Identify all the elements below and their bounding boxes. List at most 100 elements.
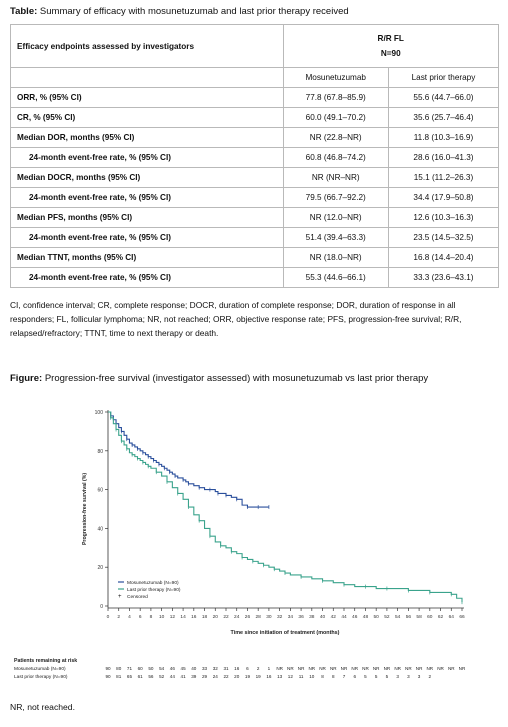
series-line-last-prior	[108, 411, 463, 603]
x-tick-label: 52	[384, 614, 390, 620]
x-tick-label: 14	[180, 614, 186, 620]
risk-value: 44	[170, 674, 176, 679]
risk-value: 61	[138, 674, 144, 679]
x-tick-label: 22	[223, 614, 229, 620]
header-n: N=90	[380, 49, 401, 58]
x-tick-label: 54	[395, 614, 401, 620]
risk-value: NR	[319, 666, 326, 671]
row-value-last-prior: 34.4 (17.9–50.8)	[387, 187, 500, 208]
risk-value: 6	[246, 666, 249, 671]
x-tick-label: 66	[459, 614, 465, 620]
legend-label: Censored	[127, 594, 148, 600]
risk-value: 32	[213, 666, 219, 671]
x-tick-label: 16	[191, 614, 197, 620]
risk-value: 5	[364, 674, 367, 679]
risk-value: 56	[148, 674, 154, 679]
x-tick-label: 40	[320, 614, 326, 620]
risk-value: 19	[256, 674, 262, 679]
risk-value: 3	[407, 674, 410, 679]
risk-value: 5	[375, 674, 378, 679]
x-axis-label: Time since initiation of treatment (mont…	[231, 630, 340, 636]
risk-value: NR	[276, 666, 283, 671]
risk-value: 8	[332, 674, 335, 679]
risk-value: NR	[459, 666, 466, 671]
figure-title: Figure: Progression-free survival (inves…	[10, 373, 429, 384]
table-row: Median DOCR, months (95% CI) NR (NR–NR) 15…	[10, 167, 500, 188]
x-tick-label: 18	[202, 614, 208, 620]
x-tick-label: 0	[107, 614, 110, 620]
x-tick-label: 24	[234, 614, 240, 620]
risk-value: 90	[105, 666, 111, 671]
risk-value: 81	[116, 674, 122, 679]
x-tick-label: 42	[331, 614, 337, 620]
risk-value: NR	[287, 666, 294, 671]
x-tick-label: 62	[438, 614, 444, 620]
risk-value: 90	[105, 674, 111, 679]
risk-value: 45	[181, 666, 187, 671]
table-title: Table: Summary of efficacy with mosunetu…	[10, 6, 349, 17]
x-tick-label: 26	[245, 614, 251, 620]
risk-value: 2	[429, 674, 432, 679]
risk-value: 46	[170, 666, 176, 671]
x-tick-label: 12	[170, 614, 176, 620]
abbreviations: CI, confidence interval; CR, complete re…	[10, 300, 462, 338]
risk-value: 6	[353, 674, 356, 679]
y-tick-label: 80	[97, 449, 103, 455]
risk-value: 80	[116, 666, 122, 671]
risk-value: 54	[159, 666, 165, 671]
risk-value: 8	[321, 674, 324, 679]
row-value-mosunetuzumab: 55.3 (44.6–66.1)	[282, 267, 389, 288]
footnote: NR, not reached.	[10, 702, 75, 712]
x-tick-label: 44	[341, 614, 347, 620]
risk-value: 24	[213, 674, 219, 679]
x-tick-label: 50	[374, 614, 380, 620]
row-value-last-prior: 33.3 (23.6–43.1)	[387, 267, 500, 288]
header-group: R/R FL N=90	[282, 24, 499, 68]
risk-value: 50	[148, 666, 154, 671]
risk-value: NR	[298, 666, 305, 671]
table-row: 24-month event-free rate, % (95% CI) 79.5…	[10, 187, 500, 208]
risk-row-label: Mosunetuzumab (N=90)	[14, 666, 66, 672]
risk-value: 39	[191, 674, 197, 679]
x-tick-label: 48	[363, 614, 369, 620]
table-row: 24-month event-free rate, % (95% CI) 60.8…	[10, 147, 500, 168]
legend-label: Last prior therapy (N=90)	[127, 587, 181, 593]
x-tick-label: 30	[266, 614, 272, 620]
risk-value: 2	[257, 666, 260, 671]
risk-row-label: Last prior therapy (N=90)	[14, 674, 68, 680]
x-tick-label: 20	[213, 614, 219, 620]
x-tick-label: 64	[449, 614, 455, 620]
y-tick-label: 20	[97, 565, 103, 571]
x-tick-label: 46	[352, 614, 358, 620]
risk-value: 3	[418, 674, 421, 679]
series-line-mosunetuzumab	[108, 411, 269, 508]
risk-value: 71	[127, 666, 133, 671]
y-tick-label: 60	[97, 488, 103, 494]
risk-value: NR	[394, 666, 401, 671]
risk-value: 7	[343, 674, 346, 679]
risk-value: 13	[277, 674, 283, 679]
risk-value: NR	[416, 666, 423, 671]
x-tick-label: 10	[159, 614, 165, 620]
x-tick-label: 2	[117, 614, 120, 620]
risk-value: NR	[308, 666, 315, 671]
y-tick-label: 0	[100, 604, 103, 610]
table-body: ORR, % (95% CI) 77.8 (67.8–85.9) 55.6 (44.…	[10, 87, 500, 288]
risk-value: 16	[234, 666, 240, 671]
table-row: ORR, % (95% CI) 77.8 (67.8–85.9) 55.6 (44.…	[10, 87, 500, 108]
header-left: Efficacy endpoints assessed by investiga…	[10, 24, 284, 68]
risk-value: NR	[405, 666, 412, 671]
risk-value: 52	[159, 674, 165, 679]
y-tick-label: 100	[95, 410, 104, 416]
efficacy-table: Efficacy endpoints assessed by investiga…	[10, 24, 500, 288]
x-tick-label: 38	[309, 614, 315, 620]
risk-table-title: Patients remaining at risk	[14, 658, 77, 664]
risk-value: 31	[223, 666, 229, 671]
x-tick-label: 58	[416, 614, 422, 620]
x-tick-label: 60	[427, 614, 433, 620]
risk-value: NR	[426, 666, 433, 671]
x-tick-label: 8	[150, 614, 153, 620]
x-tick-label: 32	[277, 614, 283, 620]
x-tick-label: 34	[288, 614, 294, 620]
